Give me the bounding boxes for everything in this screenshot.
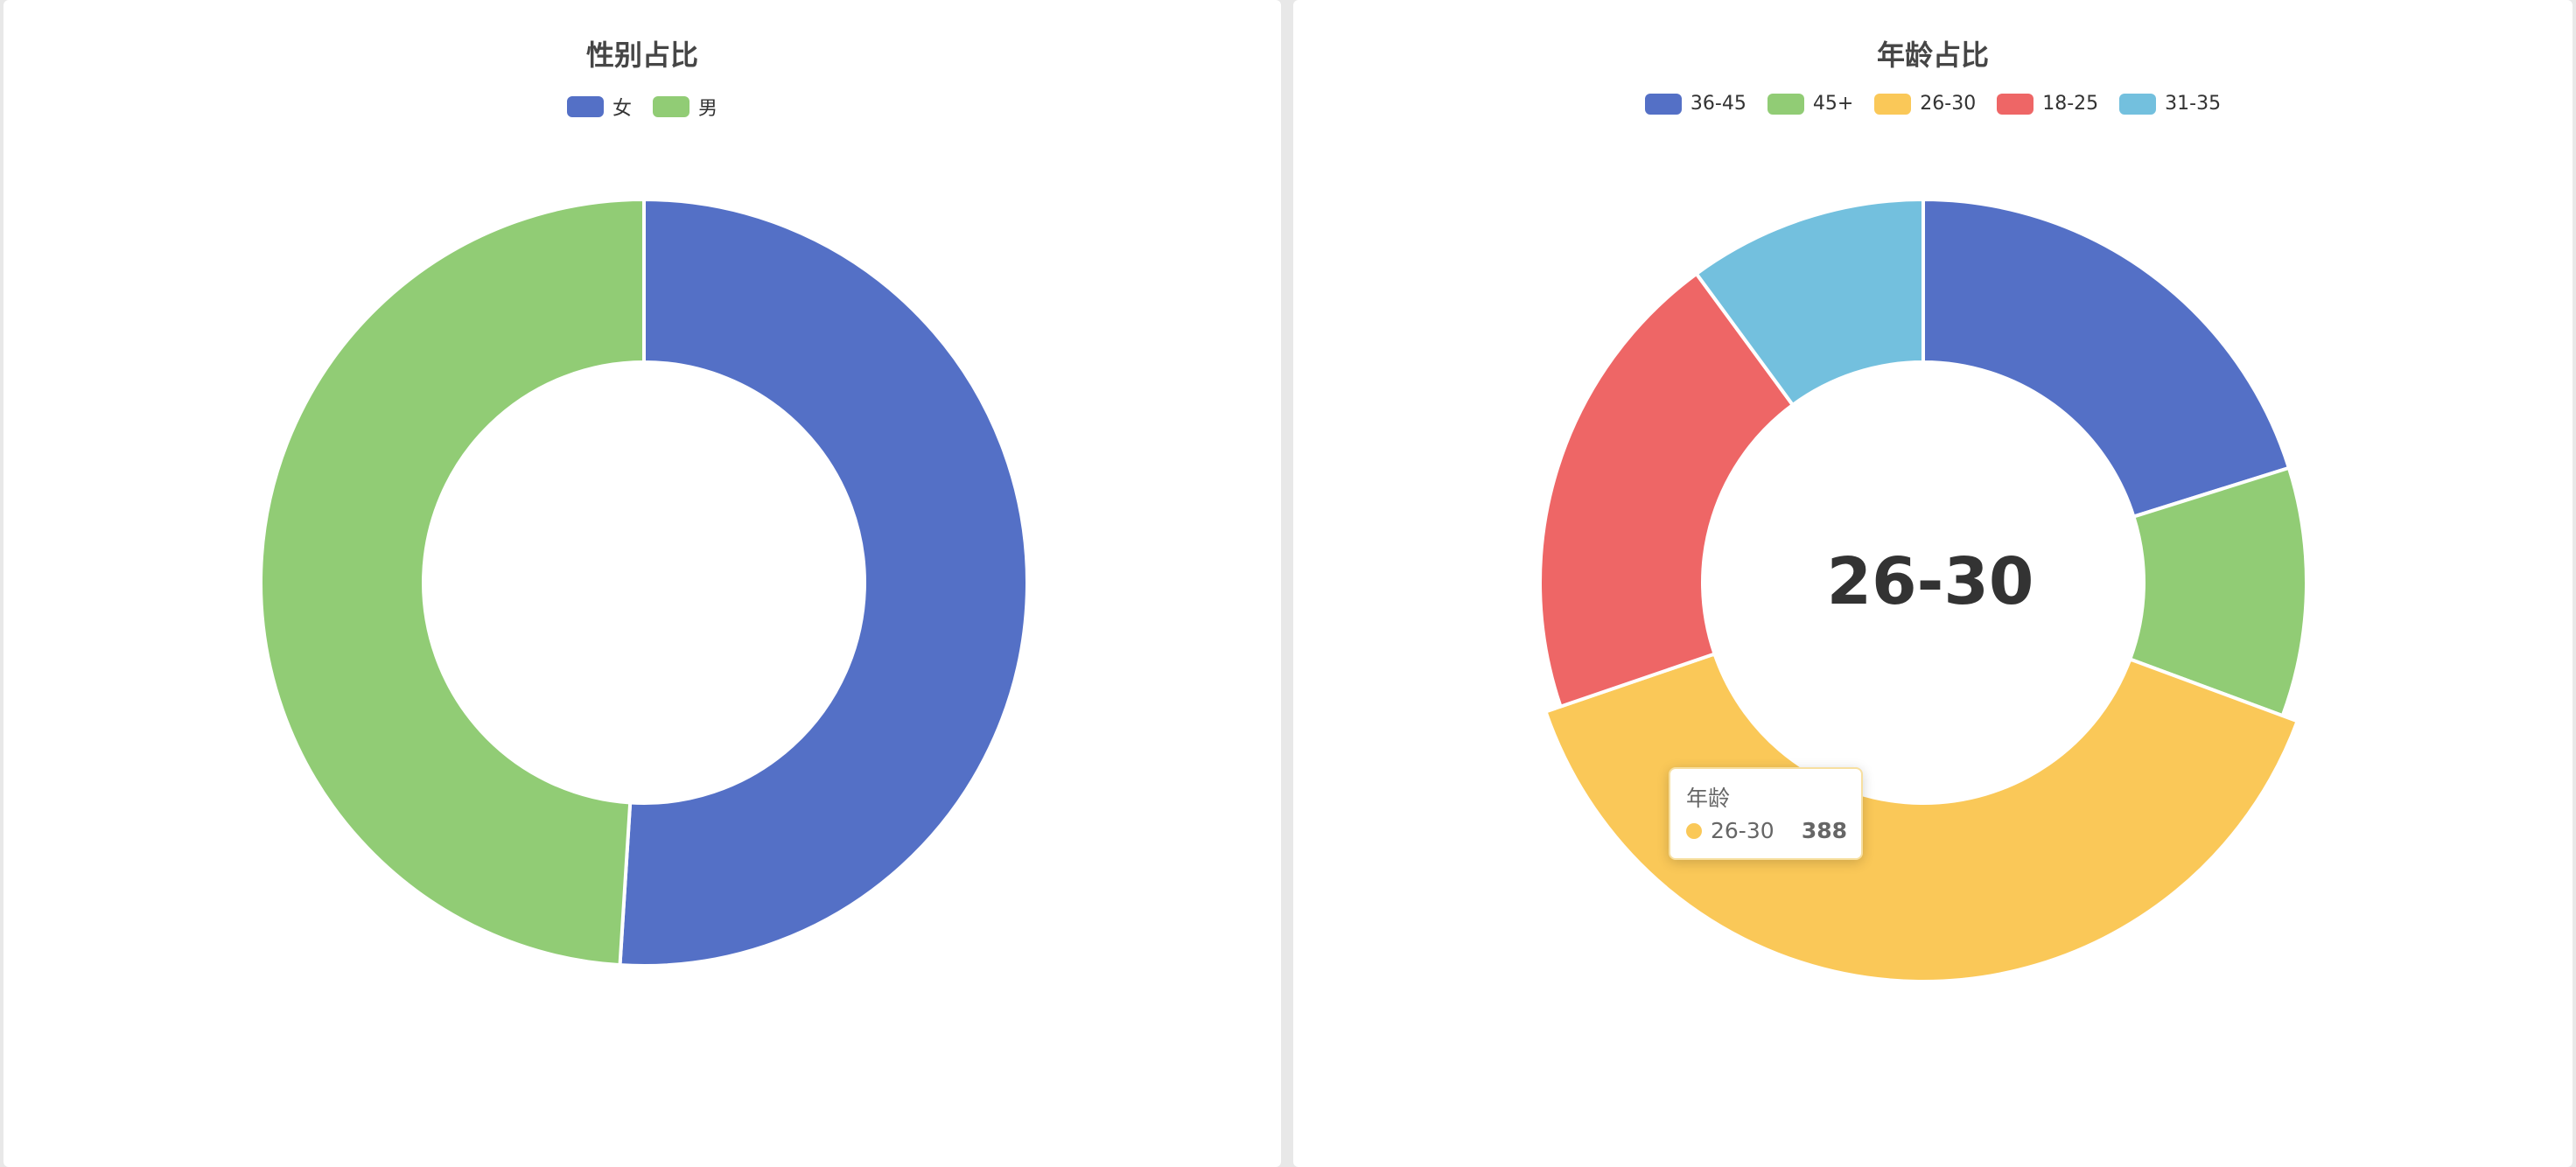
gender-chart-panel: 性别占比 女男 <box>4 0 1281 1167</box>
chart-legend: 女男 <box>4 93 1281 121</box>
legend-label: 31-35 <box>2165 93 2222 115</box>
legend-item[interactable]: 36-45 <box>1644 93 1746 115</box>
chart-title: 年龄占比 <box>1876 38 1989 72</box>
chart-tooltip: 年龄 26-30 388 <box>1669 767 1863 860</box>
chart-legend: 36-45 45+ 26-30 18-25 31-35 <box>1293 93 2572 115</box>
legend-item[interactable]: 45+ <box>1767 93 1854 115</box>
age-donut-chart <box>1538 198 2308 983</box>
legend-label: 女 <box>612 98 632 120</box>
donut-slice-18-25[interactable] <box>1538 271 1795 709</box>
age-chart-panel: 年龄占比 36-45 45+ 26-30 18-25 31-35 26-30 年龄 26… <box>1293 0 2572 1167</box>
donut-center-label: 26-30 <box>1826 544 2034 619</box>
legend-item[interactable]: 男 <box>653 93 718 121</box>
legend-label: 26-30 <box>1920 93 1977 115</box>
legend-label: 36-45 <box>1690 93 1746 115</box>
donut-slice-36-45[interactable] <box>1922 198 2291 519</box>
tooltip-series-name: 年龄 <box>1686 786 1731 811</box>
tooltip-item-value: 388 <box>1801 818 1847 843</box>
legend-item[interactable]: 女 <box>566 93 632 121</box>
legend-swatch <box>653 96 690 117</box>
legend-swatch <box>1997 93 2034 115</box>
donut-slice-31-35[interactable] <box>1694 198 1925 407</box>
legend-label: 18-25 <box>2042 93 2099 115</box>
legend-item[interactable]: 26-30 <box>1874 93 1976 115</box>
donut-slice-26-30[interactable] <box>1544 652 2300 983</box>
chart-title: 性别占比 <box>585 38 698 72</box>
legend-item[interactable]: 18-25 <box>1997 93 2098 115</box>
donut-slice-女[interactable] <box>618 198 1029 968</box>
legend-swatch <box>1767 93 1804 115</box>
tooltip-color-dot <box>1686 823 1702 839</box>
legend-label: 45+ <box>1812 93 1854 115</box>
legend-label: 男 <box>698 98 718 120</box>
legend-swatch <box>1644 93 1682 115</box>
donut-slice-男[interactable] <box>258 198 646 968</box>
legend-swatch <box>566 96 604 117</box>
gender-donut-chart <box>258 198 1029 968</box>
legend-item[interactable]: 31-35 <box>2119 93 2221 115</box>
legend-swatch <box>1874 93 1912 115</box>
tooltip-item-name: 26-30 <box>1711 818 1774 843</box>
legend-swatch <box>2119 93 2157 115</box>
